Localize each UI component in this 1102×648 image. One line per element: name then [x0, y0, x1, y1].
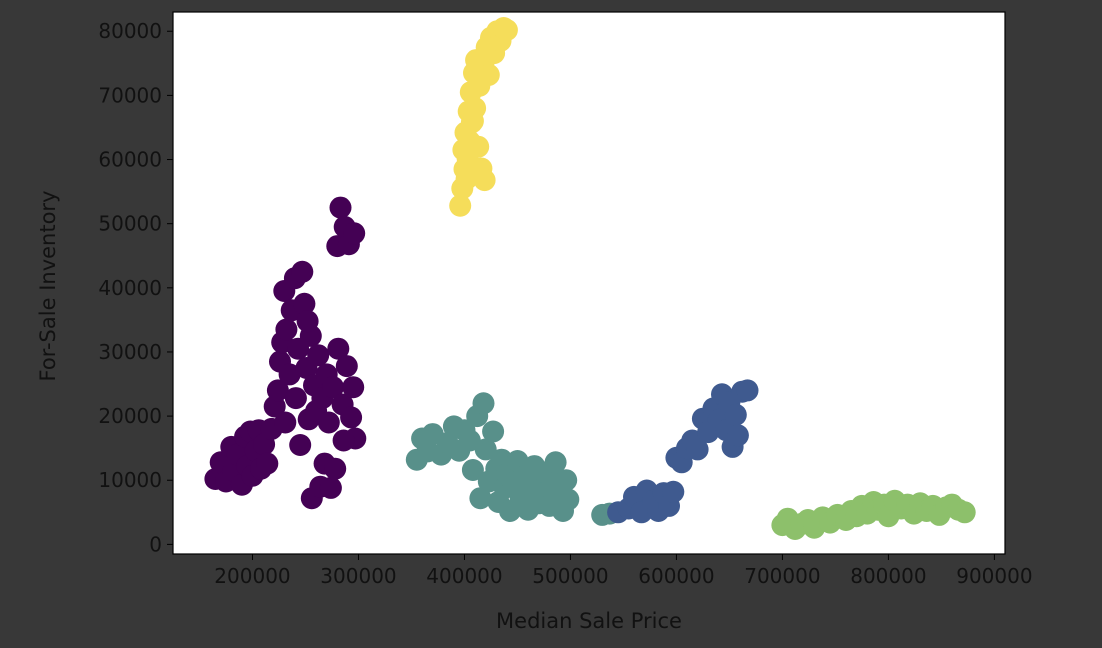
scatter-point — [461, 459, 484, 481]
scatter-point — [327, 337, 350, 360]
scatter-point — [332, 429, 355, 452]
scatter-point — [291, 260, 314, 283]
x-tick-label: 300000 — [320, 564, 396, 588]
scatter-point — [469, 487, 492, 510]
scatter-point — [473, 169, 496, 192]
scatter-point — [274, 411, 297, 434]
x-tick-label: 200000 — [214, 564, 290, 588]
scatter-point — [340, 406, 363, 429]
y-tick-label: 30000 — [98, 340, 162, 364]
scatter-point — [329, 196, 352, 219]
scatter-point — [449, 194, 472, 217]
scatter-point — [289, 434, 312, 456]
scatter-point — [322, 376, 344, 399]
scatter-point — [293, 292, 316, 315]
scatter-point — [544, 451, 567, 474]
scatter-point — [275, 318, 298, 341]
scatter-point — [343, 222, 366, 245]
y-tick-label: 40000 — [98, 276, 162, 300]
scatter-point — [335, 355, 358, 378]
scatter-point — [662, 480, 685, 503]
y-tick-label: 80000 — [98, 19, 162, 43]
y-axis-ticks: 0 10000 20000 30000 40000 50000 60000 70000 8000… — [98, 19, 173, 556]
scatter-point — [266, 379, 289, 402]
scatter-point — [477, 63, 500, 86]
plot-frame — [172, 11, 1006, 555]
scatter-point — [724, 403, 747, 426]
y-tick-label: 10000 — [98, 468, 162, 492]
plot-area — [173, 12, 1005, 554]
scatter-point — [284, 387, 307, 410]
scatter-point — [557, 488, 580, 511]
scatter-point — [495, 19, 518, 41]
scatter-point — [736, 379, 759, 402]
x-axis-ticks: 200000 300000 400000 500000 600000 700000 8000… — [214, 554, 1033, 588]
scatter-point — [474, 438, 497, 461]
y-tick-label: 70000 — [98, 83, 162, 107]
x-tick-label: 700000 — [744, 564, 820, 588]
scatter-point — [324, 457, 347, 480]
y-tick-label: 60000 — [98, 148, 162, 172]
y-tick-label: 50000 — [98, 212, 162, 236]
scatter-point — [726, 424, 749, 447]
scatter-point — [256, 452, 279, 475]
y-tick-label: 0 — [149, 532, 162, 556]
scatter-point — [455, 167, 478, 190]
scatter-point — [296, 310, 319, 333]
scatter-point — [953, 501, 976, 524]
x-tick-label: 500000 — [532, 564, 608, 588]
scatter-point — [342, 376, 365, 399]
scatter-point — [467, 135, 490, 158]
x-tick-label: 900000 — [956, 564, 1032, 588]
scatter-point — [278, 363, 301, 386]
scatter-point — [317, 411, 340, 434]
y-axis-label: For-Sale Inventory — [36, 191, 60, 382]
scatter-point — [472, 392, 495, 415]
scatter-point — [461, 110, 484, 132]
data-points — [204, 17, 976, 540]
scatter-point — [319, 476, 342, 499]
y-tick-label: 20000 — [98, 404, 162, 428]
scatter-point — [555, 469, 578, 492]
scatter-point — [686, 438, 709, 461]
x-axis-label: Median Sale Price — [496, 609, 682, 633]
x-tick-label: 400000 — [426, 564, 502, 588]
x-tick-label: 800000 — [850, 564, 926, 588]
scatter-point — [307, 344, 330, 367]
scatter-point — [482, 420, 505, 443]
x-tick-label: 600000 — [638, 564, 714, 588]
